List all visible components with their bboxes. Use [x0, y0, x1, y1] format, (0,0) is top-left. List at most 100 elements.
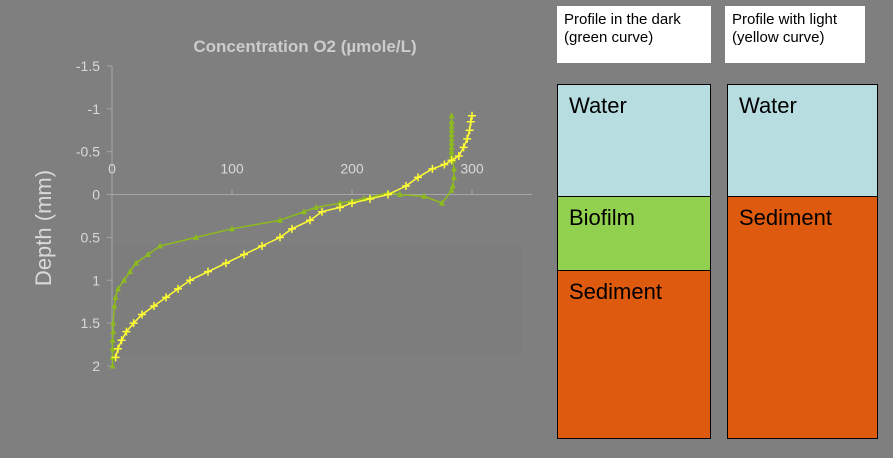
- legend-box-light-profile: Profile with light (yellow curve): [725, 6, 865, 63]
- oxygen-profile-chart: Concentration O2 (µmole/L) Depth (mm) -1…: [31, 37, 532, 374]
- data-point: [115, 285, 121, 292]
- data-point: [459, 143, 468, 152]
- data-point: [277, 216, 283, 223]
- data-point: [133, 259, 139, 266]
- data-point: [110, 328, 117, 335]
- data-point: [366, 194, 374, 203]
- data-point: [112, 293, 119, 300]
- chart-title: Concentration O2 (µmole/L): [193, 37, 416, 56]
- water-label-light: Water: [739, 93, 797, 118]
- data-point: [111, 302, 118, 309]
- data-point: [109, 336, 116, 343]
- data-point: [157, 242, 163, 249]
- data-point: [448, 186, 455, 193]
- water-label-dark: Water: [569, 93, 627, 118]
- water-layer-dark: Water: [558, 85, 710, 196]
- data-point: [288, 224, 296, 233]
- data-point: [204, 267, 212, 276]
- x-tick-label: 0: [108, 161, 116, 177]
- series-light-yellow: [111, 111, 476, 362]
- data-point: [465, 126, 474, 135]
- data-point: [348, 199, 356, 208]
- y-tick-label: 1: [92, 272, 100, 288]
- data-point: [448, 122, 455, 129]
- x-tick-label: 200: [340, 161, 364, 177]
- data-point: [451, 165, 457, 172]
- data-point: [121, 276, 127, 283]
- layer-column-dark: Water Biofilm Sediment: [557, 84, 711, 439]
- data-point: [448, 135, 455, 142]
- data-point: [111, 353, 120, 362]
- legend-light-line2: (yellow curve): [732, 29, 825, 46]
- data-point: [440, 160, 449, 169]
- data-point: [122, 327, 131, 336]
- y-tick-label: 0: [92, 187, 100, 203]
- data-point: [276, 233, 284, 242]
- data-point: [240, 250, 248, 259]
- data-point: [258, 241, 266, 250]
- data-point: [145, 251, 151, 258]
- biofilm-label-dark: Biofilm: [569, 205, 636, 230]
- data-point: [447, 156, 456, 165]
- series-group: [109, 111, 476, 369]
- data-point: [448, 126, 455, 133]
- data-point: [454, 151, 463, 160]
- y-tick-label: 2: [92, 358, 100, 374]
- legend-dark-line2: (green curve): [564, 29, 654, 46]
- data-point: [313, 203, 319, 210]
- data-point: [397, 191, 403, 198]
- data-point: [301, 208, 307, 215]
- biofilm-layer-dark: Biofilm: [558, 196, 710, 270]
- data-point: [448, 131, 455, 138]
- y-axis-label: Depth (mm): [31, 170, 56, 286]
- water-layer-light: Water: [728, 85, 877, 196]
- x-tick-label: 300: [460, 161, 484, 177]
- data-point: [439, 199, 445, 206]
- data-point: [174, 284, 182, 293]
- data-point: [318, 207, 326, 216]
- data-point: [448, 139, 455, 146]
- data-point: [448, 143, 455, 150]
- data-point: [449, 182, 456, 189]
- axes: -1.5 -1 -0.5 0 0.5 1 1.5 2 0 100 200 300: [76, 58, 532, 374]
- data-point: [463, 134, 472, 143]
- legend-dark-line1: Profile in the dark: [564, 11, 681, 28]
- sediment-layer-light: Sediment: [728, 196, 877, 438]
- data-point: [229, 225, 235, 232]
- y-tick-label: -1: [88, 101, 101, 117]
- data-point: [451, 173, 457, 180]
- legend-light-line1: Profile with light: [732, 11, 838, 28]
- sediment-label-dark: Sediment: [569, 279, 662, 304]
- data-point: [448, 118, 455, 125]
- plot-area: [112, 245, 522, 356]
- data-point: [129, 319, 138, 328]
- data-point: [306, 216, 314, 225]
- legend-box-dark-profile: Profile in the dark (green curve): [557, 6, 711, 63]
- data-point: [428, 164, 437, 173]
- data-point: [448, 148, 455, 155]
- sediment-layer-dark: Sediment: [558, 270, 710, 438]
- data-point: [448, 152, 455, 159]
- data-point: [150, 301, 158, 310]
- data-point: [414, 173, 422, 182]
- data-point: [109, 345, 116, 352]
- data-point: [127, 268, 133, 275]
- y-tick-label: 0.5: [81, 229, 101, 245]
- data-point: [117, 336, 126, 345]
- data-point: [222, 259, 230, 268]
- data-point: [468, 111, 476, 120]
- data-point: [114, 344, 122, 353]
- data-point: [402, 181, 410, 190]
- data-point: [162, 293, 170, 302]
- y-tick-label: 1.5: [81, 315, 101, 331]
- data-point: [337, 199, 343, 206]
- data-point: [336, 203, 344, 212]
- data-point: [186, 276, 194, 285]
- y-tick-label: -1.5: [76, 58, 100, 74]
- data-point: [109, 362, 116, 369]
- data-point: [384, 190, 392, 199]
- layer-column-light: Water Sediment: [727, 84, 878, 439]
- data-point: [110, 319, 117, 326]
- data-point: [138, 310, 146, 319]
- data-point: [466, 117, 475, 126]
